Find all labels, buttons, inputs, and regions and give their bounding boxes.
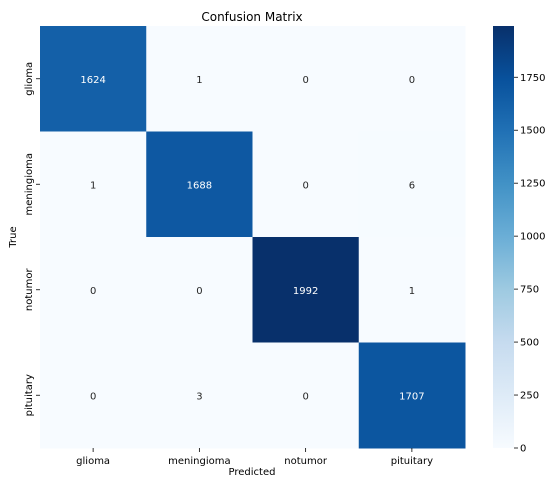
- heatmap-cell: [40, 26, 147, 132]
- cell-value-label: 1: [90, 180, 96, 191]
- cell-value-label: 3: [196, 391, 202, 402]
- colorbar-tick-label: 750: [520, 285, 539, 296]
- y-axis-label: True: [8, 226, 19, 248]
- heatmap-cell: [146, 342, 253, 449]
- x-tick-label: glioma: [76, 456, 110, 467]
- heatmap-cell: [252, 237, 360, 343]
- cell-value-label: 1688: [187, 180, 212, 191]
- y-tick-label: glioma: [24, 62, 35, 96]
- cell-value-label: 1: [409, 286, 415, 297]
- cell-value-label: 0: [302, 75, 308, 86]
- x-tick-label: notumor: [284, 456, 328, 467]
- y-axis-ticks: glioma meningioma notumor pituitary: [24, 62, 40, 416]
- cell-value-label: 1992: [293, 286, 318, 297]
- cell-value-label: 0: [90, 286, 96, 297]
- colorbar-tick-label: 500: [520, 338, 539, 349]
- colorbar-tick-label: 1000: [520, 232, 545, 243]
- heatmap-cell: [358, 342, 466, 449]
- heatmap-cell: [146, 237, 253, 343]
- x-axis-label: Predicted: [229, 467, 276, 478]
- y-tick-label: meningioma: [24, 153, 35, 215]
- colorbar: [493, 26, 514, 448]
- heatmap-cell: [252, 342, 360, 449]
- heatmap-cell: [252, 26, 360, 132]
- colorbar-tick-label: 1750: [520, 73, 545, 84]
- cell-value-label: 1: [196, 75, 202, 86]
- cell-value-label: 0: [302, 391, 308, 402]
- y-tick-label: pituitary: [24, 374, 35, 416]
- x-axis-ticks: glioma meningioma notumor pituitary: [76, 448, 433, 467]
- heatmap-cell: [358, 237, 466, 343]
- cell-value-label: 0: [90, 391, 96, 402]
- cell-value-label: 6: [409, 180, 415, 191]
- cell-value-label: 0: [302, 180, 308, 191]
- heatmap-cell: [146, 26, 253, 132]
- cell-value-label: 0: [196, 286, 202, 297]
- cell-value-label: 1624: [80, 75, 105, 86]
- heatmap-cell: [358, 131, 466, 238]
- x-tick-label: pituitary: [391, 456, 433, 467]
- colorbar-tick-label: 1250: [520, 179, 545, 190]
- x-tick-label: meningioma: [168, 456, 230, 467]
- heatmap-cell: [40, 131, 147, 238]
- heatmap-cell: [146, 131, 253, 238]
- chart-title: Confusion Matrix: [201, 10, 302, 24]
- colorbar-ticks: 0 250 500 750 1000 1250 1500 1750: [514, 73, 545, 455]
- heatmap-cell: [40, 342, 147, 449]
- heatmap-cells: 1624 1 0 0 1 1688 0 6 0 0 1992 1 0 3 0 1707: [40, 26, 466, 449]
- heatmap-cell: [252, 131, 360, 238]
- y-tick-label: notumor: [24, 268, 35, 312]
- colorbar-tick-label: 1500: [520, 126, 545, 137]
- heatmap-cell: [40, 237, 147, 343]
- colorbar-tick-label: 250: [520, 391, 539, 402]
- colorbar-tick-label: 0: [520, 444, 526, 455]
- heatmap-cell: [358, 26, 466, 132]
- cell-value-label: 1707: [399, 391, 424, 402]
- cell-value-label: 0: [409, 75, 415, 86]
